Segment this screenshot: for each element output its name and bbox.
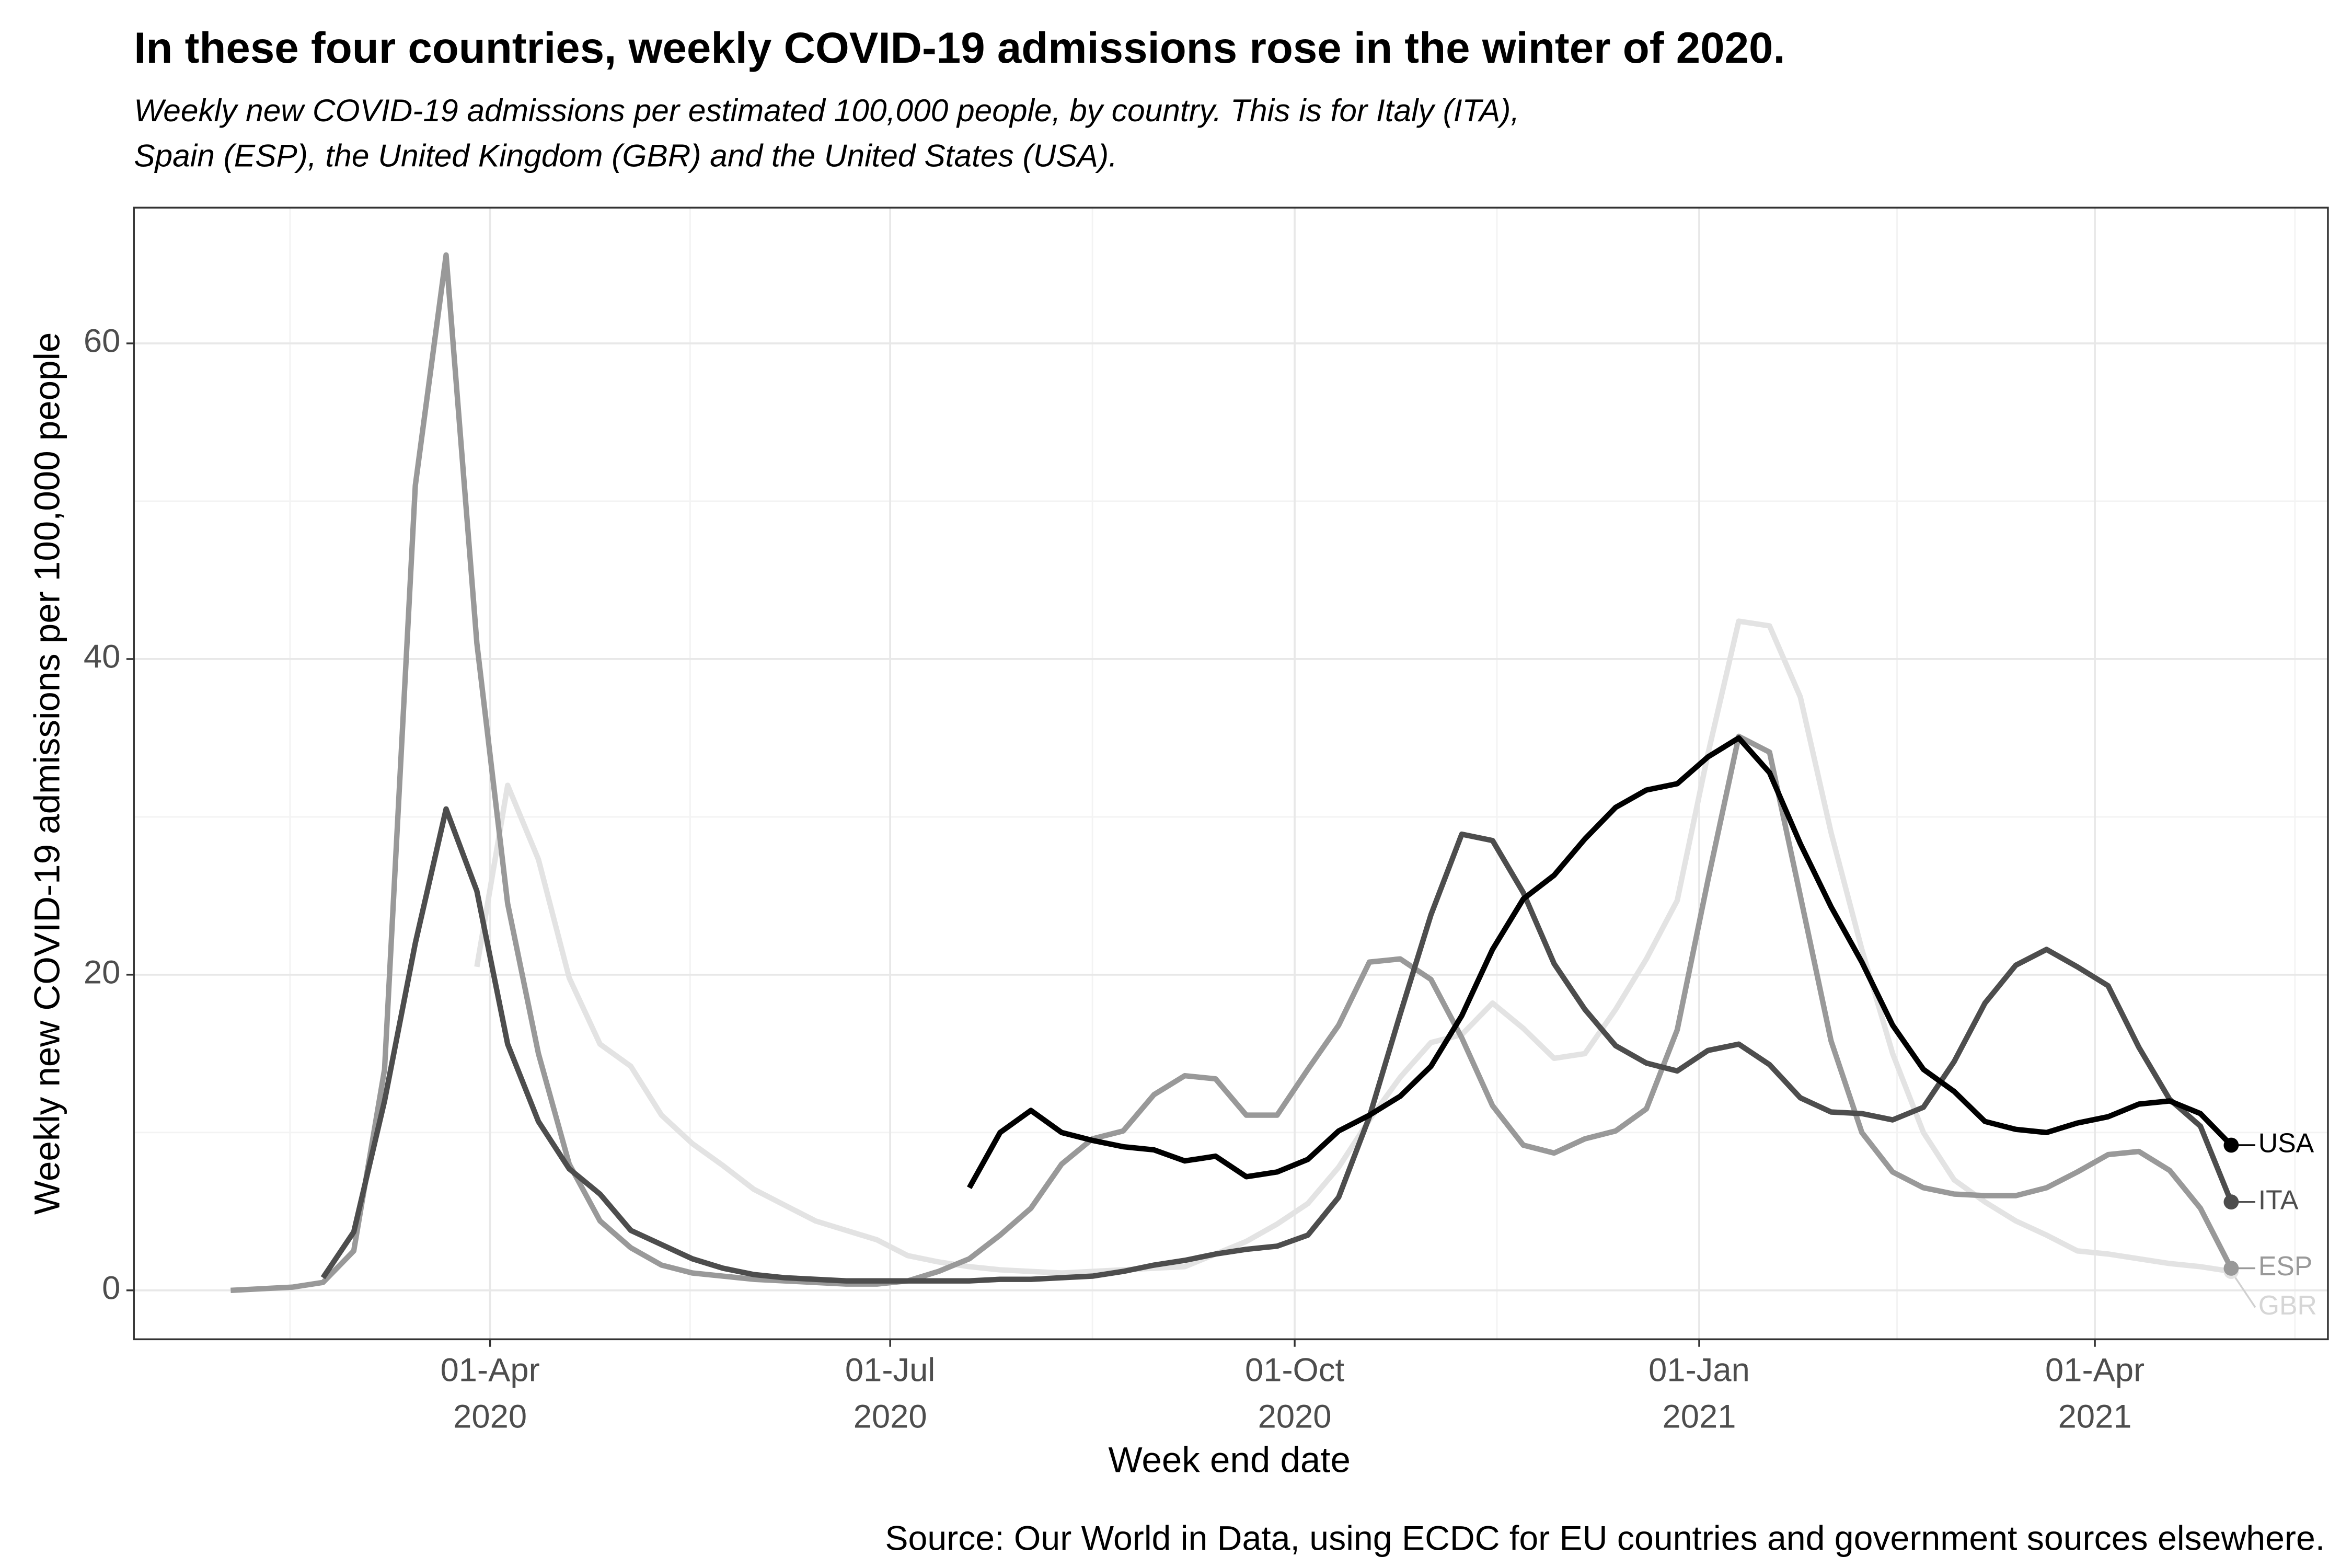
y-axis-title: Weekly new COVID-19 admissions per 100,0… [26,332,67,1215]
chart-subtitle: Weekly new COVID-19 admissions per estim… [134,93,1519,128]
x-tick-label: 2021 [2058,1399,2132,1435]
y-tick-label: 0 [102,1270,120,1307]
x-tick-label: 2021 [1663,1399,1736,1435]
x-tick-label: 2020 [854,1399,927,1435]
x-tick-label: 01-Oct [1245,1352,1344,1388]
x-tick-label: 01-Jan [1648,1352,1750,1388]
y-tick-label: 40 [84,639,120,675]
y-tick-label: 60 [84,323,120,360]
series-line [230,252,2234,1293]
x-axis-title: Week end date [1108,1439,1350,1480]
x-tick-label: 01-Apr [2045,1352,2145,1388]
x-tick-label: 2020 [453,1399,527,1435]
legend-label: USA [2258,1128,2314,1158]
y-tick-label: 20 [84,954,120,991]
series-line [320,806,2234,1284]
chart-title: In these four countries, weekly COVID-19… [134,23,1785,72]
x-tick-label: 2020 [1258,1399,1332,1435]
legend-label: ESP [2258,1251,2313,1281]
end-point [2223,1261,2239,1276]
x-tick-label: 01-Apr [441,1352,540,1388]
end-point [2223,1137,2239,1153]
series-line [967,735,2233,1190]
caption: Source: Our World in Data, using ECDC fo… [885,1519,2325,1558]
legend-label: GBR [2258,1290,2317,1320]
x-tick-label: 01-Jul [845,1352,935,1388]
series-line [474,618,2232,1276]
chart-subtitle: Spain (ESP), the United Kingdom (GBR) an… [134,137,1117,173]
legend-label: ITA [2258,1184,2299,1215]
end-point [2223,1194,2239,1210]
plot-border [133,206,2329,1341]
